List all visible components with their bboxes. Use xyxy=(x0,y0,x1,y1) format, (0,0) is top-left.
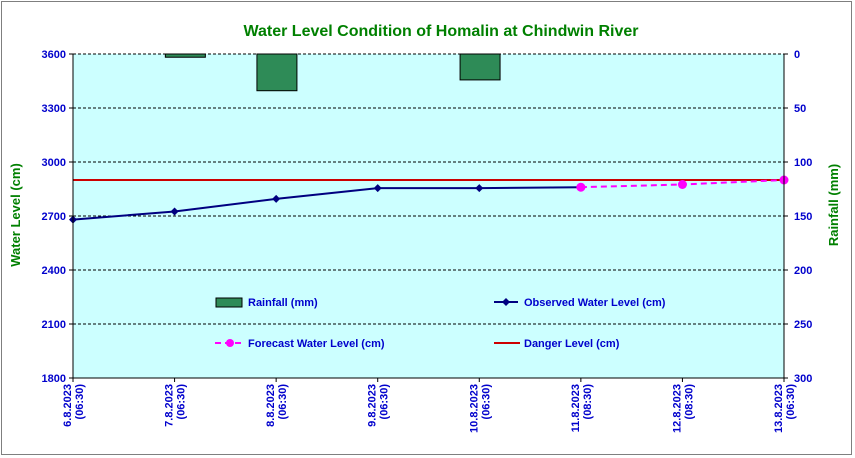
x-tick-label-group: 9.8.2023 (06:30) xyxy=(367,384,391,427)
legend-label-observed: Observed Water Level (cm) xyxy=(524,297,666,309)
forecast-point xyxy=(677,180,687,189)
x-tick-label-group: 12.8.2023 (08:30) xyxy=(671,384,695,433)
x-tick-label-time: (08:30) xyxy=(683,384,695,420)
y2-axis-ticks: 0 50 100 150 200 250 300 xyxy=(784,49,812,385)
legend-label-rainfall: Rainfall (mm) xyxy=(248,297,318,309)
rainfall-bars xyxy=(164,53,501,92)
y2-axis-title: Rainfall (mm) xyxy=(826,164,841,246)
observed-point xyxy=(475,184,484,193)
x-tick-label: 9.8.2023 xyxy=(367,384,379,427)
x-tick-label-group: 6.8.2023 (06:30) xyxy=(62,384,86,427)
x-tick-label-time: (06:30) xyxy=(379,384,391,420)
x-tick-label-group: 8.8.2023 (06:30) xyxy=(265,384,289,427)
y2-tick-label: 250 xyxy=(794,319,812,331)
y-axis-title: Water Level (cm) xyxy=(8,163,23,267)
y-tick-label: 2400 xyxy=(42,265,66,277)
x-tick-label-group: 11.8.2023 (08:30) xyxy=(570,384,594,433)
y2-tick-label: 0 xyxy=(794,49,800,61)
x-tick-label: 8.8.2023 xyxy=(265,384,277,427)
forecast-point xyxy=(576,182,586,192)
legend-swatch-rainfall xyxy=(215,297,243,308)
x-tick-label: 7.8.2023 xyxy=(164,384,176,427)
legend: Rainfall (mm) Observed Water Level (cm) Fo… xyxy=(215,297,666,350)
legend-swatch-forecast-marker xyxy=(226,339,234,347)
x-tick-label-group: 13.8.2023 (06:30) xyxy=(773,384,797,433)
y2-tick-label: 300 xyxy=(794,373,812,385)
y2-tick-label: 100 xyxy=(794,157,812,169)
x-tick-label-group: 10.8.2023 (06:30) xyxy=(468,384,492,433)
y-tick-label: 3300 xyxy=(42,103,66,115)
y2-tick-label: 150 xyxy=(794,211,812,223)
y-tick-label: 3000 xyxy=(42,157,66,169)
legend-label-danger: Danger Level (cm) xyxy=(524,338,620,350)
observed-line xyxy=(72,186,581,221)
x-tick-label: 13.8.2023 xyxy=(773,384,785,433)
x-tick-label: 12.8.2023 xyxy=(671,384,683,433)
y-tick-label: 3600 xyxy=(42,49,66,61)
x-tick-label: 11.8.2023 xyxy=(570,384,582,432)
x-tick-label-time: (06:30) xyxy=(277,384,289,420)
x-tick-label-time: (06:30) xyxy=(785,384,797,420)
rainfall-bar xyxy=(164,53,206,58)
rainfall-bar xyxy=(459,53,501,81)
y-tick-label: 2100 xyxy=(42,319,66,331)
legend-label-forecast: Forecast Water Level (cm) xyxy=(248,338,385,350)
y-tick-label: 2700 xyxy=(42,211,66,223)
x-tick-label-group: 7.8.2023 (06:30) xyxy=(164,384,188,427)
chart-title: Water Level Condition of Homalin at Chin… xyxy=(244,23,639,40)
y2-tick-label: 200 xyxy=(794,265,812,277)
x-tick-label-time: (06:30) xyxy=(74,384,86,420)
x-tick-label-time: (06:30) xyxy=(480,384,492,420)
x-tick-label-time: (06:30) xyxy=(176,384,188,420)
observed-point xyxy=(170,207,179,216)
observed-point xyxy=(272,194,281,203)
x-axis-ticks: 6.8.2023 (06:30) 7.8.2023 (06:30) 8.8.2023 (0… xyxy=(62,378,797,433)
y-axis-ticks: 1800 2100 2400 2700 3000 3300 3600 xyxy=(42,49,73,385)
y2-tick-label: 50 xyxy=(794,103,806,115)
y-tick-label: 1800 xyxy=(42,373,66,385)
rainfall-bar xyxy=(256,53,298,92)
observed-point xyxy=(373,184,382,193)
x-tick-label: 10.8.2023 xyxy=(468,384,480,433)
x-tick-label-time: (08:30) xyxy=(582,384,594,420)
gridlines xyxy=(73,53,784,325)
x-tick-label: 6.8.2023 xyxy=(62,384,74,427)
legend-swatch-observed-marker xyxy=(502,298,510,306)
